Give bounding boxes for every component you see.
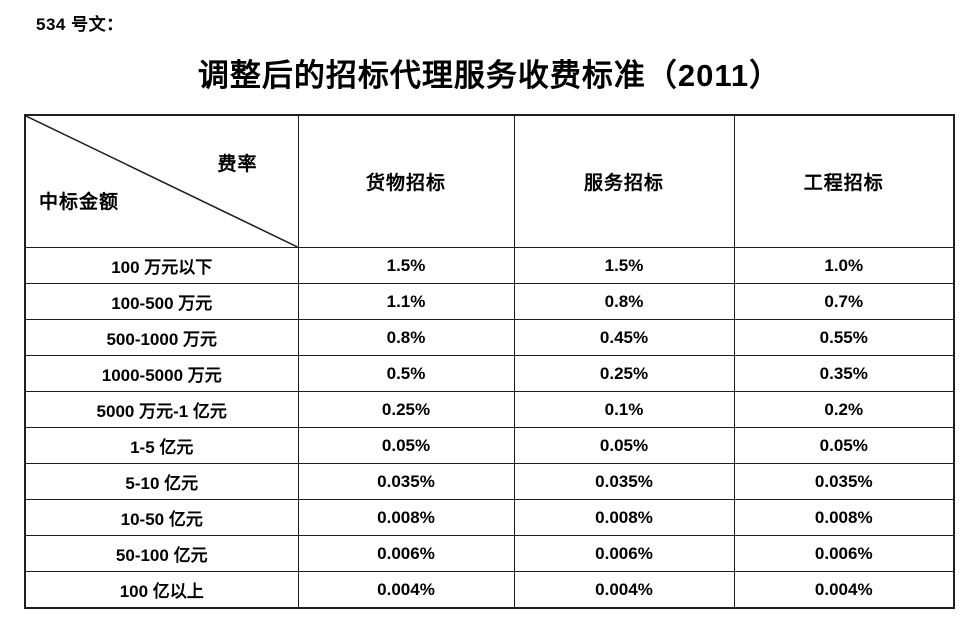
column-header-services: 服务招标: [513, 114, 735, 248]
amount-cell: 5000 万元-1 亿元: [24, 391, 299, 428]
rate-cell: 0.035%: [513, 463, 735, 500]
rate-cell: 1.5%: [297, 247, 515, 284]
rate-cell: 0.035%: [733, 463, 955, 500]
amount-cell: 10-50 亿元: [24, 499, 299, 536]
amount-cell: 100 万元以下: [24, 247, 299, 284]
rate-cell: 0.004%: [733, 571, 955, 609]
table-row: 100 万元以下 1.5% 1.5% 1.0%: [24, 247, 955, 284]
fee-rate-table: 费率 中标金额 货物招标 服务招标 工程招标 100 万元以下 1.5% 1.5…: [24, 114, 955, 609]
rate-cell: 0.55%: [733, 319, 955, 356]
rate-cell: 0.35%: [733, 355, 955, 392]
rate-cell: 0.45%: [513, 319, 735, 356]
corner-rate-label: 费率: [217, 154, 258, 175]
rate-cell: 0.004%: [297, 571, 515, 609]
rate-cell: 0.2%: [733, 391, 955, 428]
table-row: 5000 万元-1 亿元 0.25% 0.1% 0.2%: [24, 391, 955, 428]
rate-cell: 0.006%: [513, 535, 735, 572]
rate-cell: 0.25%: [297, 391, 515, 428]
table-row: 1000-5000 万元 0.5% 0.25% 0.35%: [24, 355, 955, 392]
amount-cell: 50-100 亿元: [24, 535, 299, 572]
rate-cell: 1.0%: [733, 247, 955, 284]
rate-cell: 0.05%: [297, 427, 515, 464]
table-row: 5-10 亿元 0.035% 0.035% 0.035%: [24, 463, 955, 500]
column-header-goods: 货物招标: [297, 114, 515, 248]
rate-cell: 0.008%: [513, 499, 735, 536]
table-row: 100-500 万元 1.1% 0.8% 0.7%: [24, 283, 955, 320]
amount-cell: 500-1000 万元: [24, 319, 299, 356]
table-row: 10-50 亿元 0.008% 0.008% 0.008%: [24, 499, 955, 536]
column-header-engineering: 工程招标: [733, 114, 955, 248]
table-row: 100 亿以上 0.004% 0.004% 0.004%: [24, 571, 955, 609]
rate-cell: 0.008%: [297, 499, 515, 536]
rate-cell: 0.05%: [513, 427, 735, 464]
rate-cell: 0.006%: [297, 535, 515, 572]
table-row: 50-100 亿元 0.006% 0.006% 0.006%: [24, 535, 955, 572]
header-row: 费率 中标金额 货物招标 服务招标 工程招标: [24, 114, 955, 248]
rate-cell: 0.8%: [297, 319, 515, 356]
amount-cell: 1000-5000 万元: [24, 355, 299, 392]
doc-number-label: 534 号文：: [36, 15, 124, 34]
diagonal-divider-line: [26, 116, 298, 247]
rate-cell: 0.5%: [297, 355, 515, 392]
rate-cell: 0.008%: [733, 499, 955, 536]
corner-amount-label: 中标金额: [39, 192, 120, 213]
amount-cell: 100-500 万元: [24, 283, 299, 320]
rate-cell: 0.7%: [733, 283, 955, 320]
table-row: 1-5 亿元 0.05% 0.05% 0.05%: [24, 427, 955, 464]
rate-cell: 0.004%: [513, 571, 735, 609]
rate-cell: 0.006%: [733, 535, 955, 572]
rate-cell: 0.8%: [513, 283, 735, 320]
rate-cell: 1.1%: [297, 283, 515, 320]
rate-cell: 1.5%: [513, 247, 735, 284]
table-row: 500-1000 万元 0.8% 0.45% 0.55%: [24, 319, 955, 356]
amount-cell: 1-5 亿元: [24, 427, 299, 464]
page-title: 调整后的招标代理服务收费标准（2011）: [197, 58, 782, 93]
rate-cell: 0.25%: [513, 355, 735, 392]
rate-cell: 0.1%: [513, 391, 735, 428]
diagonal-corner-cell: 费率 中标金额: [24, 114, 299, 248]
rate-cell: 0.05%: [733, 427, 955, 464]
amount-cell: 100 亿以上: [24, 571, 299, 609]
amount-cell: 5-10 亿元: [24, 463, 299, 500]
rate-cell: 0.035%: [297, 463, 515, 500]
